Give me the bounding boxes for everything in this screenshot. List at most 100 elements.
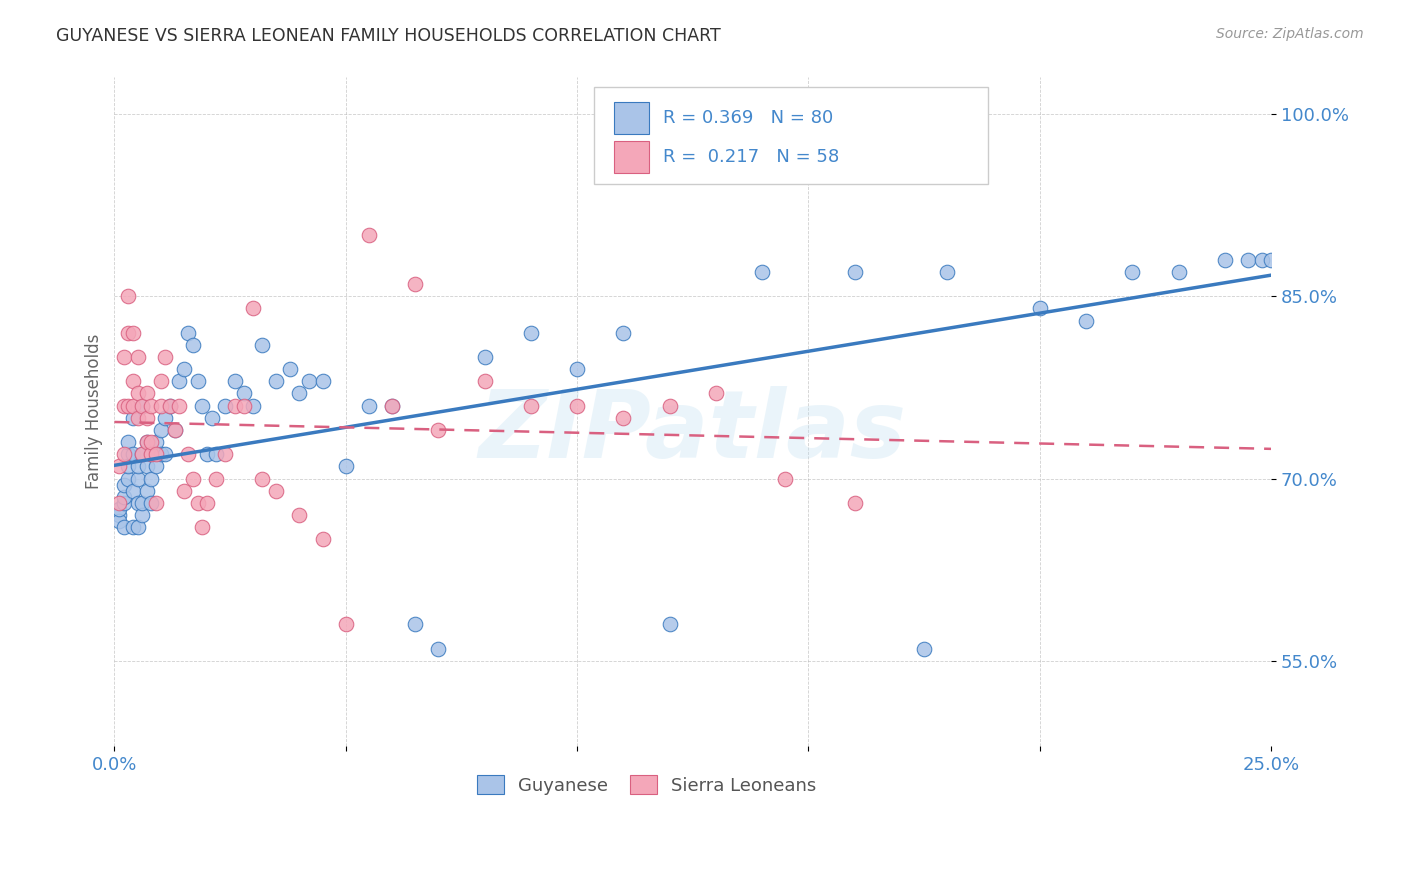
Legend: Guyanese, Sierra Leoneans: Guyanese, Sierra Leoneans <box>467 766 825 804</box>
Point <box>187 496 209 510</box>
Point <box>173 362 195 376</box>
Point <box>131 508 153 522</box>
Point <box>117 399 139 413</box>
Point <box>135 483 157 498</box>
Point <box>112 399 135 413</box>
Point <box>135 435 157 450</box>
Point <box>181 472 204 486</box>
Point <box>266 374 288 388</box>
Point <box>252 472 274 486</box>
Point <box>195 496 218 510</box>
Point <box>122 410 145 425</box>
Point <box>311 374 333 388</box>
Point <box>117 472 139 486</box>
Point <box>335 459 357 474</box>
Point <box>141 435 163 450</box>
Point <box>565 399 588 413</box>
Point <box>381 399 404 413</box>
Point <box>912 641 935 656</box>
Point <box>658 399 681 413</box>
Point <box>135 410 157 425</box>
Point <box>155 410 177 425</box>
Point <box>205 447 228 461</box>
Point <box>145 496 167 510</box>
Point <box>191 399 214 413</box>
Point <box>181 338 204 352</box>
Point <box>288 386 311 401</box>
Point <box>404 277 426 291</box>
Point <box>131 399 153 413</box>
Point <box>844 265 866 279</box>
Point <box>311 533 333 547</box>
Point <box>612 326 634 340</box>
Text: R =  0.217   N = 58: R = 0.217 N = 58 <box>662 148 839 166</box>
Point <box>565 362 588 376</box>
Point <box>242 399 264 413</box>
Point <box>1213 252 1236 267</box>
Point <box>131 447 153 461</box>
Point <box>1121 265 1143 279</box>
Point <box>1250 252 1272 267</box>
Point <box>298 374 321 388</box>
Point <box>205 472 228 486</box>
Point <box>404 788 426 802</box>
Point <box>520 326 543 340</box>
Point <box>122 447 145 461</box>
Point <box>112 350 135 364</box>
Point <box>357 399 380 413</box>
Point <box>127 410 149 425</box>
Point <box>266 483 288 498</box>
Point <box>214 447 236 461</box>
Point <box>131 447 153 461</box>
Point <box>149 374 172 388</box>
Point <box>135 435 157 450</box>
Point <box>108 508 131 522</box>
Point <box>127 386 149 401</box>
Point <box>233 386 256 401</box>
Point <box>131 399 153 413</box>
Point <box>108 459 131 474</box>
Point <box>149 447 172 461</box>
Point <box>775 472 797 486</box>
Point <box>122 399 145 413</box>
Point <box>288 508 311 522</box>
Point <box>224 399 246 413</box>
Point <box>117 459 139 474</box>
Point <box>195 447 218 461</box>
Point <box>127 496 149 510</box>
Point <box>108 496 131 510</box>
Point <box>252 338 274 352</box>
Point <box>112 447 135 461</box>
Point <box>200 410 222 425</box>
FancyBboxPatch shape <box>595 87 987 185</box>
Point <box>381 399 404 413</box>
Point <box>167 374 190 388</box>
Point <box>214 399 236 413</box>
Point <box>127 520 149 534</box>
Point <box>149 423 172 437</box>
FancyBboxPatch shape <box>614 103 648 135</box>
Point <box>844 496 866 510</box>
Point <box>112 496 135 510</box>
Point <box>191 520 214 534</box>
FancyBboxPatch shape <box>614 141 648 173</box>
Point <box>163 423 186 437</box>
Point <box>112 477 135 491</box>
Point <box>1237 252 1260 267</box>
Point <box>520 399 543 413</box>
Point <box>117 435 139 450</box>
Point <box>1167 265 1189 279</box>
Point <box>141 472 163 486</box>
Point <box>224 374 246 388</box>
Point <box>145 435 167 450</box>
Point <box>658 617 681 632</box>
Point <box>155 350 177 364</box>
Point <box>474 374 496 388</box>
Point <box>1074 313 1097 327</box>
Point <box>177 447 200 461</box>
Point <box>117 326 139 340</box>
Text: ZIPatlas: ZIPatlas <box>478 385 907 478</box>
Point <box>145 459 167 474</box>
Point <box>155 447 177 461</box>
Point <box>145 447 167 461</box>
